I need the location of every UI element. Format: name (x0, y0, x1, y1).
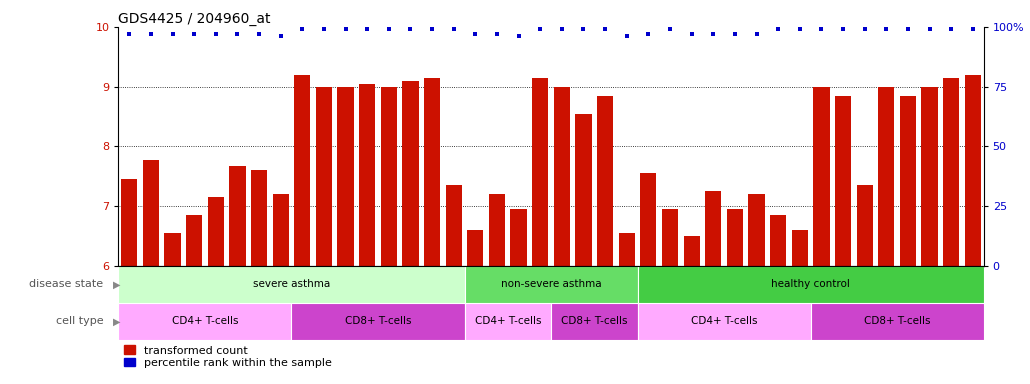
Bar (122, 179, 137, 266)
Text: ▶: ▶ (112, 280, 121, 290)
Bar (814, 87, 829, 266)
Text: CD8+ T-cells: CD8+ T-cells (864, 316, 930, 326)
Bar (143, 160, 159, 266)
Bar (597, 96, 613, 266)
Bar (965, 75, 981, 266)
Bar (576, 114, 591, 266)
Bar (273, 194, 288, 266)
Bar (291, 303, 465, 340)
Bar (943, 78, 959, 266)
Bar (381, 87, 397, 266)
Text: CD4+ T-cells: CD4+ T-cells (172, 316, 238, 326)
Text: CD8+ T-cells: CD8+ T-cells (345, 316, 411, 326)
Text: disease state: disease state (29, 280, 103, 290)
Bar (619, 233, 634, 266)
Text: ▶: ▶ (112, 316, 121, 326)
Bar (295, 75, 310, 266)
Legend: transformed count, percentile rank within the sample: transformed count, percentile rank withi… (124, 346, 332, 368)
Bar (338, 87, 353, 266)
Bar (879, 87, 894, 266)
Bar (251, 170, 267, 266)
Text: CD4+ T-cells: CD4+ T-cells (475, 316, 541, 326)
Bar (316, 87, 332, 266)
Bar (489, 194, 505, 266)
Bar (638, 303, 811, 340)
Bar (638, 266, 984, 303)
Bar (186, 215, 202, 266)
Bar (403, 81, 418, 266)
Bar (727, 209, 743, 266)
Bar (465, 266, 638, 303)
Bar (165, 233, 180, 266)
Bar (465, 303, 551, 340)
Text: severe asthma: severe asthma (253, 280, 330, 290)
Bar (533, 78, 548, 266)
Bar (359, 84, 375, 266)
Text: non-severe asthma: non-severe asthma (501, 280, 602, 290)
Text: CD4+ T-cells: CD4+ T-cells (691, 316, 757, 326)
Bar (792, 230, 808, 266)
Bar (641, 173, 656, 266)
Text: cell type: cell type (56, 316, 103, 326)
Bar (900, 96, 916, 266)
Text: GDS4425 / 204960_at: GDS4425 / 204960_at (118, 12, 271, 26)
Text: healthy control: healthy control (771, 280, 850, 290)
Bar (511, 209, 526, 266)
Bar (811, 303, 984, 340)
Bar (230, 166, 245, 266)
Bar (118, 266, 465, 303)
Bar (551, 303, 638, 340)
Text: CD8+ T-cells: CD8+ T-cells (561, 316, 627, 326)
Bar (662, 209, 678, 266)
Bar (749, 194, 764, 266)
Bar (446, 185, 461, 266)
Bar (706, 191, 721, 266)
Bar (770, 215, 786, 266)
Bar (922, 87, 937, 266)
Bar (118, 303, 291, 340)
Bar (857, 185, 872, 266)
Bar (468, 230, 483, 266)
Bar (208, 197, 224, 266)
Bar (424, 78, 440, 266)
Bar (835, 96, 851, 266)
Bar (684, 236, 699, 266)
Bar (554, 87, 570, 266)
